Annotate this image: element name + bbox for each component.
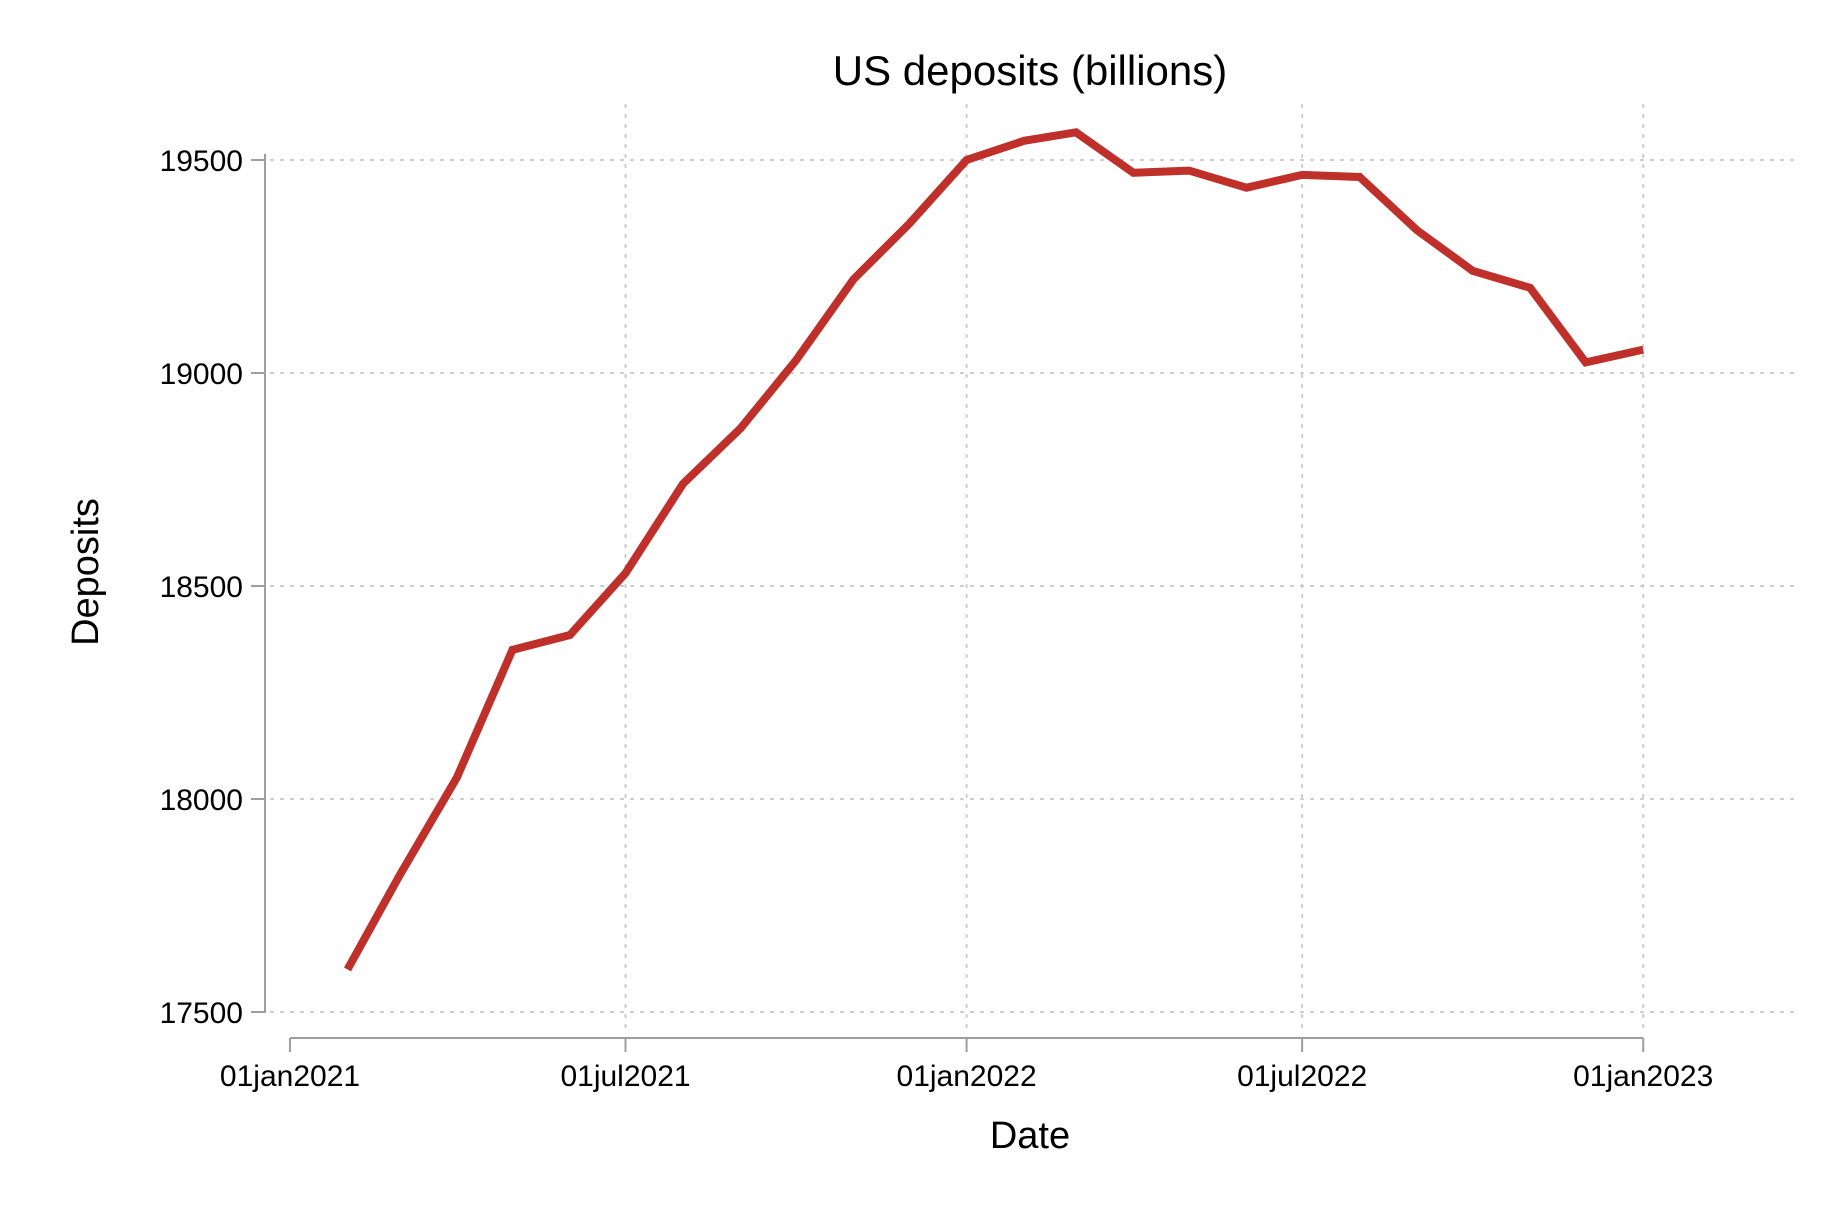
grid — [270, 104, 1801, 1031]
series-line — [344, 128, 1645, 972]
x-tick-label: 01jul2021 — [560, 1060, 690, 1093]
y-axis-ticks: 17500 18000 18500 19000 19500 — [160, 145, 265, 1030]
x-tick-label: 01jan2023 — [1573, 1060, 1713, 1093]
chart-title: US deposits (billions) — [833, 47, 1228, 94]
y-axis-title: Deposits — [65, 498, 107, 646]
y-tick-label: 18000 — [160, 784, 243, 817]
y-tick-label: 17500 — [160, 997, 243, 1030]
x-tick-label: 01jul2022 — [1237, 1060, 1367, 1093]
x-axis-ticks: 01jan2021 01jul2021 01jan2022 01jul2022 01ja… — [220, 1038, 1713, 1093]
x-tick-label: 01jan2022 — [897, 1060, 1037, 1093]
x-axis-title: Date — [990, 1115, 1070, 1157]
y-tick-label: 19000 — [160, 358, 243, 391]
y-tick-label: 18500 — [160, 571, 243, 604]
y-tick-label: 19500 — [160, 145, 243, 178]
series-layer — [344, 128, 1645, 972]
x-tick-label: 01jan2021 — [220, 1060, 360, 1093]
